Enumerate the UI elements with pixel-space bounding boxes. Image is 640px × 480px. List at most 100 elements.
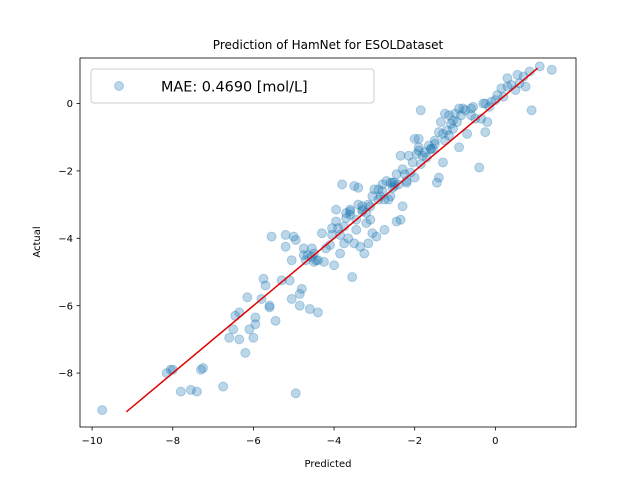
data-point xyxy=(280,229,291,240)
data-point xyxy=(373,194,384,205)
fit-line xyxy=(125,67,539,413)
data-point xyxy=(415,105,426,116)
data-point xyxy=(248,332,259,343)
data-point xyxy=(250,312,261,323)
data-point xyxy=(264,302,275,313)
y-tick-label: −8 xyxy=(58,369,73,380)
data-point xyxy=(458,103,469,114)
legend-label: MAE: 0.4690 [mol/L] xyxy=(161,80,308,96)
data-point xyxy=(363,238,374,249)
data-point xyxy=(448,123,459,134)
data-point xyxy=(333,223,344,234)
data-point xyxy=(349,181,360,192)
data-point xyxy=(387,182,398,193)
data-point xyxy=(218,381,229,392)
data-point xyxy=(381,176,392,186)
data-point xyxy=(365,214,376,225)
data-point xyxy=(345,209,356,220)
data-point xyxy=(443,130,454,141)
data-point xyxy=(250,319,261,330)
data-point xyxy=(397,164,408,175)
axes-spines xyxy=(79,57,577,428)
data-point xyxy=(335,229,346,240)
data-point xyxy=(413,133,424,144)
data-point xyxy=(441,125,452,136)
data-point xyxy=(337,179,348,190)
data-point xyxy=(371,231,382,242)
data-point xyxy=(391,216,402,227)
data-point xyxy=(546,64,557,75)
chart-title: Prediction of HamNet for ESOLDataset xyxy=(213,38,444,52)
data-point xyxy=(318,256,329,267)
x-tick-label: 0 xyxy=(492,436,498,447)
x-tick-label: −10 xyxy=(82,436,103,447)
x-tick-label: −8 xyxy=(165,436,180,447)
data-point xyxy=(443,110,454,121)
data-point xyxy=(280,241,291,252)
data-point xyxy=(361,218,372,229)
data-point xyxy=(343,233,354,244)
data-point xyxy=(468,101,479,112)
data-point xyxy=(294,300,305,311)
data-point xyxy=(294,288,305,299)
data-point xyxy=(312,255,323,266)
data-point xyxy=(433,172,444,183)
data-point xyxy=(480,98,491,109)
data-point xyxy=(423,140,434,151)
data-point xyxy=(496,83,507,94)
data-point xyxy=(308,248,319,259)
data-point xyxy=(411,149,422,160)
data-point xyxy=(466,103,477,114)
x-tick-label: −6 xyxy=(246,436,261,447)
data-point xyxy=(520,81,531,92)
y-tick-label: 0 xyxy=(67,99,73,110)
data-point xyxy=(355,241,366,252)
data-point xyxy=(405,167,416,178)
data-point xyxy=(425,143,436,154)
data-point xyxy=(191,386,202,397)
data-point xyxy=(240,347,251,358)
data-point xyxy=(331,204,342,215)
y-axis-label: Actual xyxy=(32,226,43,257)
data-point xyxy=(377,186,388,197)
data-point xyxy=(456,110,467,121)
data-point xyxy=(435,117,446,128)
data-point xyxy=(327,223,338,234)
data-point xyxy=(306,243,317,254)
data-point xyxy=(290,234,301,245)
data-point xyxy=(448,115,459,126)
data-point xyxy=(308,256,319,267)
data-point xyxy=(403,150,414,161)
data-point xyxy=(369,184,380,195)
data-point xyxy=(460,105,471,116)
data-point xyxy=(335,248,346,259)
y-tick-label: −2 xyxy=(58,166,73,177)
data-point xyxy=(353,199,364,210)
data-point xyxy=(452,117,463,128)
data-point xyxy=(379,224,390,235)
data-point xyxy=(417,150,428,161)
data-point xyxy=(357,201,368,212)
data-point xyxy=(290,388,301,399)
data-point xyxy=(175,386,186,397)
y-tick-label: −6 xyxy=(58,301,73,312)
data-point xyxy=(331,216,342,227)
x-tick-label: −2 xyxy=(407,436,422,447)
data-point xyxy=(195,364,206,375)
data-point xyxy=(413,145,424,156)
data-point xyxy=(502,73,513,84)
data-point xyxy=(347,272,358,283)
data-point xyxy=(270,315,281,326)
data-point xyxy=(415,159,426,170)
fit-line-layer xyxy=(125,67,539,413)
data-point xyxy=(260,280,271,291)
data-point xyxy=(276,275,287,286)
data-point xyxy=(431,177,442,188)
legend: MAE: 0.4690 [mol/L] xyxy=(90,68,375,104)
data-point xyxy=(450,108,461,119)
data-point xyxy=(310,255,321,266)
data-point xyxy=(228,324,239,335)
data-point xyxy=(425,143,436,154)
y-tick-label: −4 xyxy=(58,234,73,245)
data-point xyxy=(316,228,327,239)
